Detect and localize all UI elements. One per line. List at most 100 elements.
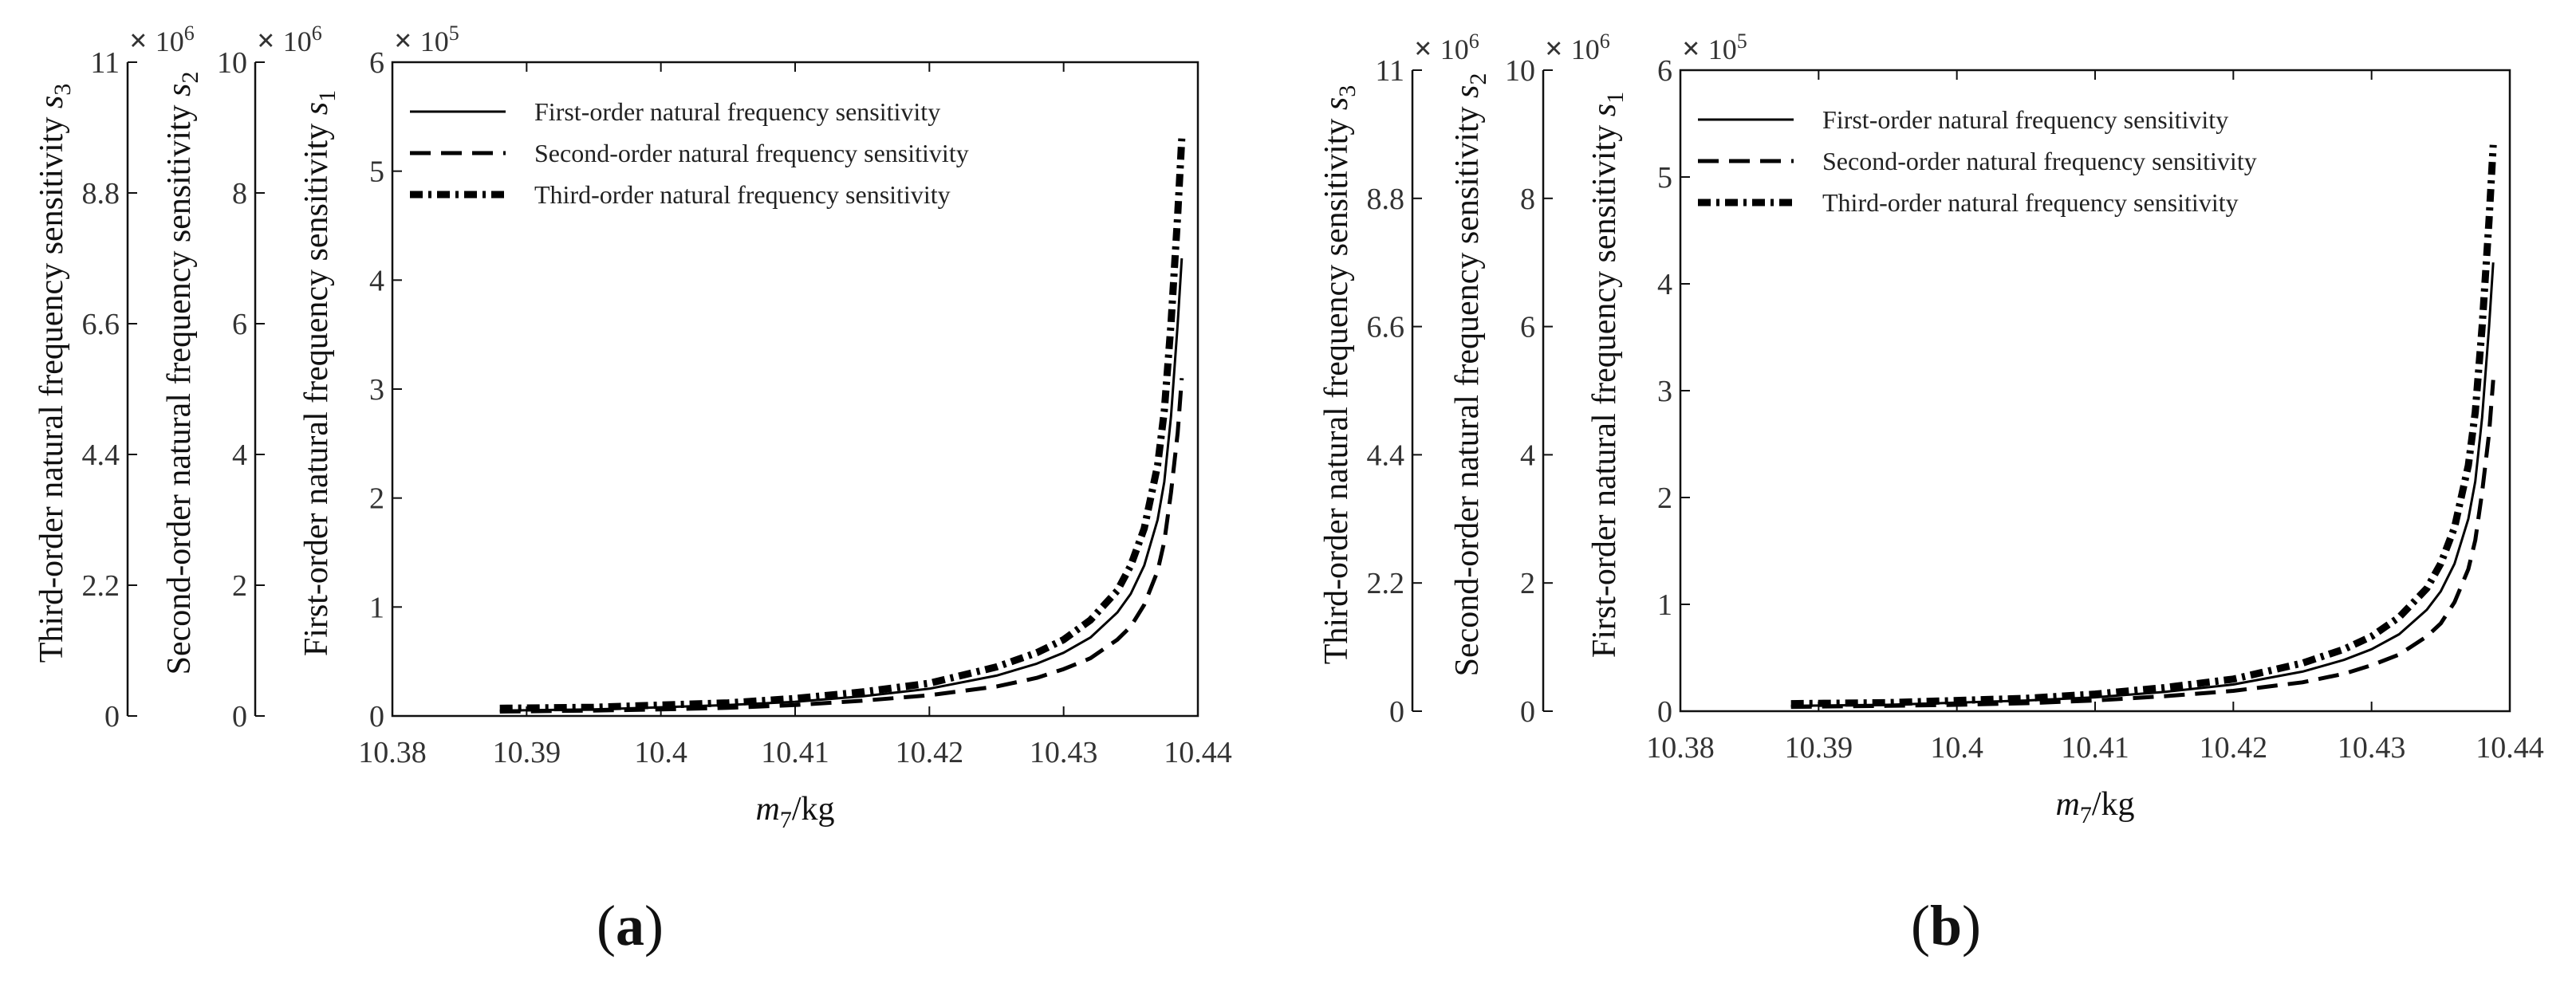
y-axis-label-symbol: s	[1449, 85, 1486, 98]
y-tick-label: 4	[1520, 439, 1535, 472]
x-axis-label-subscript: 7	[780, 807, 792, 833]
legend-label: First-order natural frequency sensitivit…	[534, 97, 940, 126]
y-tick-label: 0	[232, 700, 247, 734]
axis-exponent: × 105	[1682, 29, 1747, 66]
x-axis-label-unit: /kg	[792, 791, 835, 828]
caption-letter: b	[1930, 894, 1962, 958]
y-tick-label: 4	[232, 439, 247, 472]
x-axis: 10.38 10.39 10.4 10.41 10.42 10.43 10.44 m7/kg	[1646, 70, 2544, 828]
exponent-times: ×	[1414, 30, 1440, 66]
y-tick-label: 6	[1520, 311, 1535, 344]
axis-exponent: × 105	[394, 22, 459, 58]
caption-paren: (	[597, 894, 616, 958]
y-tick-label: 2.2	[82, 569, 120, 603]
legend: First-order natural frequency sensitivit…	[1698, 105, 2257, 217]
y-tick-label: 1	[369, 591, 384, 624]
y-tick-label: 10	[217, 46, 247, 80]
y-axis-label-subscript: 1	[314, 90, 341, 102]
x-tick-label: 10.41	[761, 736, 829, 769]
panel-caption: (a)	[597, 894, 664, 958]
caption-paren: )	[1962, 894, 1981, 958]
exponent-times: ×	[257, 22, 283, 58]
exponent-base: 10	[1708, 33, 1737, 65]
x-tick-label: 10.4	[1930, 731, 1983, 765]
axis-exponent: × 106	[1414, 29, 1479, 66]
y-axis-label-text: Second-order natural frequency sensitivi…	[161, 96, 198, 675]
exponent-base: 10	[420, 26, 449, 57]
y-tick-label: 8.8	[1367, 183, 1405, 216]
y-tick-label: 4	[1657, 268, 1672, 301]
y-tick-label: 3	[1657, 375, 1672, 408]
x-axis-label-subscript: 7	[2080, 802, 2092, 828]
y-tick-label: 0	[1520, 695, 1535, 729]
y-tick-label: 8.8	[82, 177, 120, 210]
x-tick-label: 10.43	[1030, 736, 1098, 769]
y-tick-label: 2.2	[1367, 567, 1405, 600]
exponent-base: 10	[1440, 33, 1469, 65]
y-tick-label: 6.6	[1367, 311, 1405, 344]
series-line-3	[1790, 144, 2497, 708]
x-tick-label: 10.44	[2476, 731, 2544, 765]
y-tick-label: 1	[1657, 588, 1672, 622]
x-tick-label: 10.41	[2061, 731, 2129, 765]
exponent-times: ×	[129, 22, 156, 58]
exponent-base: 10	[1571, 33, 1600, 65]
exponent-power: 6	[312, 22, 322, 45]
y-axis-label: Third-order natural frequency sensitivit…	[1318, 85, 1361, 664]
y-tick-label: 4.4	[1367, 439, 1405, 472]
y-tick-label: 0	[369, 700, 384, 734]
legend-label: Third-order natural frequency sensitivit…	[534, 180, 951, 209]
y-axis-label: Third-order natural frequency sensitivit…	[33, 84, 76, 663]
y-axis-label-text: Third-order natural frequency sensitivit…	[1318, 110, 1355, 664]
y-tick-label: 0	[104, 700, 120, 734]
y-tick-label: 5	[1657, 161, 1672, 195]
x-axis-label: m7/kg	[755, 791, 834, 833]
y-tick-label: 11	[90, 46, 120, 80]
exponent-power: 6	[1469, 29, 1479, 53]
x-tick-label: 10.43	[2338, 731, 2406, 765]
axis-exponent: × 106	[257, 22, 322, 58]
x-axis-label: m7/kg	[2055, 786, 2134, 828]
y-axis-label-subscript: 3	[1334, 85, 1361, 97]
legend: First-order natural frequency sensitivit…	[410, 97, 969, 209]
y-tick-label: 2	[1520, 567, 1535, 600]
y-tick-label: 3	[369, 373, 384, 407]
y-tick-label: 2	[369, 482, 384, 516]
y-tick-label: 10	[1505, 54, 1535, 88]
y-axis-label-symbol: s	[1586, 104, 1623, 116]
legend-label: Second-order natural frequency sensitivi…	[534, 139, 969, 167]
axis-exponent: × 106	[129, 22, 195, 58]
exponent-times: ×	[394, 22, 420, 58]
exponent-base: 10	[156, 26, 184, 57]
x-tick-label: 10.38	[1646, 731, 1715, 765]
y-axis-label: First-order natural frequency sensitivit…	[298, 90, 341, 656]
y-axis-3: 0 2.2 4.4 6.6 8.8 11 × 106 Third-order natural …	[1318, 29, 1479, 729]
series-line-2	[499, 378, 1184, 714]
x-tick-label: 10.44	[1164, 736, 1232, 769]
y-tick-label: 4	[369, 264, 384, 297]
y-axis-label-symbol: s	[298, 102, 335, 115]
exponent-times: ×	[1682, 30, 1708, 66]
y-axis-label-text: Third-order natural frequency sensitivit…	[33, 108, 70, 663]
x-tick-label: 10.42	[896, 736, 964, 769]
x-tick-label: 10.39	[1785, 731, 1853, 765]
series-line-3	[499, 138, 1186, 712]
y-axis-label: Second-order natural frequency sensitivi…	[1449, 73, 1491, 677]
x-tick-label: 10.39	[493, 736, 561, 769]
exponent-power: 5	[1737, 29, 1747, 53]
caption-letter: a	[616, 894, 644, 958]
exponent-base: 10	[283, 26, 312, 57]
y-axis-label: First-order natural frequency sensitivit…	[1586, 92, 1629, 658]
y-tick-label: 0	[1389, 695, 1404, 729]
y-tick-label: 6	[232, 308, 247, 341]
y-axis-label-subscript: 2	[1465, 73, 1491, 85]
series-line-2	[1790, 380, 2495, 710]
x-axis: 10.38 10.39 10.4 10.41 10.42 10.43 10.44 m7/kg	[358, 62, 1232, 833]
y-axis-3: 0 2.2 4.4 6.6 8.8 11 × 106 Third-order natural …	[33, 22, 195, 734]
y-axis-label-symbol: s	[1318, 97, 1355, 110]
